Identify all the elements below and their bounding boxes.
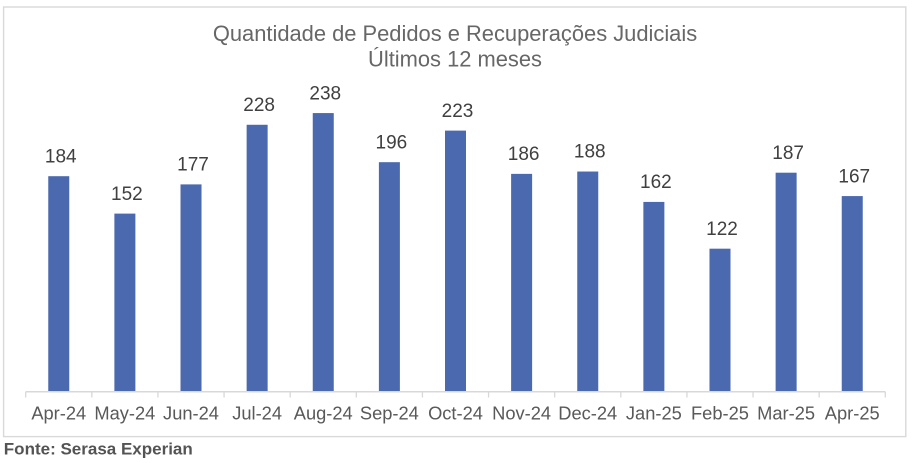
svg-text:Jan-25: Jan-25 <box>626 402 682 423</box>
svg-text:Sep-24: Sep-24 <box>360 402 419 423</box>
svg-text:238: 238 <box>309 83 341 104</box>
svg-text:196: 196 <box>376 132 408 153</box>
svg-text:Fonte: Serasa Experian: Fonte: Serasa Experian <box>4 439 193 458</box>
svg-text:Jul-24: Jul-24 <box>232 402 282 423</box>
svg-text:Jun-24: Jun-24 <box>163 402 219 423</box>
svg-text:186: 186 <box>508 144 540 165</box>
svg-text:177: 177 <box>177 155 209 176</box>
svg-text:Aug-24: Aug-24 <box>294 402 353 423</box>
svg-text:188: 188 <box>574 142 606 163</box>
svg-text:167: 167 <box>838 166 870 187</box>
svg-text:Dec-24: Dec-24 <box>558 402 617 423</box>
svg-text:187: 187 <box>772 143 804 164</box>
svg-text:Últimos 12 meses: Últimos 12 meses <box>368 47 542 72</box>
svg-text:122: 122 <box>706 219 738 240</box>
svg-text:Nov-24: Nov-24 <box>492 402 551 423</box>
svg-text:162: 162 <box>640 172 672 193</box>
svg-text:184: 184 <box>45 146 77 167</box>
svg-text:Quantidade de Pedidos e Recupe: Quantidade de Pedidos e Recuperações Jud… <box>213 21 697 46</box>
svg-text:223: 223 <box>442 101 474 122</box>
svg-text:Apr-25: Apr-25 <box>825 402 880 423</box>
svg-text:228: 228 <box>243 95 275 116</box>
svg-text:152: 152 <box>111 184 143 205</box>
svg-text:May-24: May-24 <box>94 402 155 423</box>
svg-text:Apr-24: Apr-24 <box>31 402 86 423</box>
svg-text:Oct-24: Oct-24 <box>428 402 483 423</box>
svg-text:Mar-25: Mar-25 <box>757 402 815 423</box>
svg-text:Feb-25: Feb-25 <box>691 402 749 423</box>
